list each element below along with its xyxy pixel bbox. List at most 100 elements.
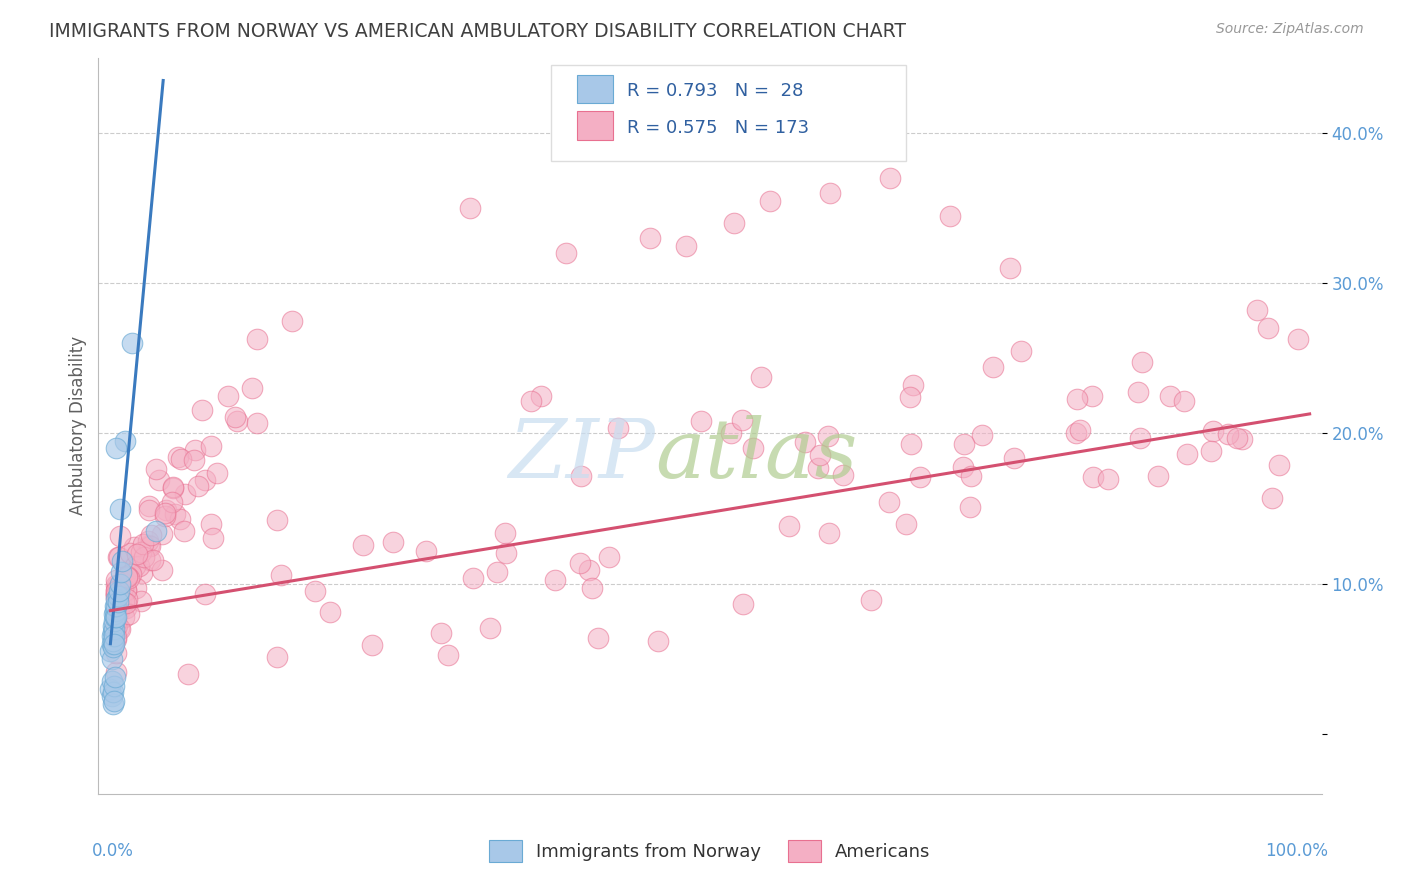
Point <box>114 577 136 591</box>
Point <box>544 574 567 588</box>
Point <box>689 413 711 427</box>
Point <box>162 480 184 494</box>
Point <box>1069 423 1091 437</box>
Point <box>148 473 170 487</box>
Point <box>105 442 128 456</box>
Text: IMMIGRANTS FROM NORWAY VS AMERICAN AMBULATORY DISABILITY CORRELATION CHART: IMMIGRANTS FROM NORWAY VS AMERICAN AMBUL… <box>49 22 907 41</box>
Point <box>114 600 136 615</box>
Point <box>1159 388 1181 402</box>
Point <box>1129 431 1152 445</box>
Point <box>138 539 160 553</box>
Point <box>246 332 269 346</box>
Point <box>959 469 981 483</box>
Point <box>155 503 177 517</box>
Point <box>101 697 124 711</box>
Point <box>105 587 128 601</box>
Point <box>1081 389 1104 403</box>
Point <box>145 524 167 538</box>
Point <box>908 470 931 484</box>
FancyBboxPatch shape <box>576 75 613 103</box>
Point <box>742 441 765 455</box>
Legend: Immigrants from Norway, Americans: Immigrants from Norway, Americans <box>482 833 938 870</box>
Point <box>107 593 129 607</box>
Point <box>115 583 138 598</box>
Point <box>105 591 128 606</box>
Point <box>129 545 152 559</box>
Point <box>141 528 163 542</box>
Point <box>108 621 131 635</box>
Point <box>104 609 127 624</box>
Point <box>118 546 141 560</box>
Point <box>200 517 222 532</box>
Point <box>124 559 146 574</box>
Point <box>131 566 153 580</box>
Point <box>105 573 128 587</box>
Point <box>104 604 127 618</box>
Point <box>111 554 134 568</box>
Point <box>225 414 247 428</box>
Point <box>108 599 131 613</box>
Point <box>998 261 1021 276</box>
Point <box>105 646 128 660</box>
Point <box>105 591 128 606</box>
Point <box>173 524 195 538</box>
Point <box>107 594 129 608</box>
Point <box>167 450 190 465</box>
Point <box>100 637 122 651</box>
Point <box>959 500 981 515</box>
Point <box>319 605 342 619</box>
Point <box>117 569 139 583</box>
Point <box>1083 470 1105 484</box>
Point <box>108 584 129 599</box>
Point <box>101 685 124 699</box>
Point <box>818 186 841 201</box>
Point <box>105 615 128 629</box>
Point <box>115 591 138 606</box>
Point <box>647 633 669 648</box>
Point <box>485 565 508 579</box>
Point <box>177 666 200 681</box>
Point <box>578 563 600 577</box>
Point <box>105 630 128 644</box>
Text: 100.0%: 100.0% <box>1265 842 1327 860</box>
Point <box>939 209 962 223</box>
Point <box>129 593 152 607</box>
Point <box>100 681 122 696</box>
Point <box>101 640 124 654</box>
Point <box>1175 447 1198 461</box>
Point <box>240 381 263 395</box>
Point <box>1286 332 1309 346</box>
Point <box>246 416 269 430</box>
Point <box>1246 303 1268 318</box>
Point <box>194 473 217 487</box>
Point <box>1010 343 1032 358</box>
Point <box>108 604 131 618</box>
Point <box>108 622 131 636</box>
Point <box>266 649 288 664</box>
Point <box>1064 426 1087 441</box>
Point <box>675 238 697 252</box>
Text: R = 0.793   N =  28: R = 0.793 N = 28 <box>627 82 803 100</box>
Point <box>114 571 136 585</box>
Point <box>128 558 150 573</box>
Point <box>105 621 128 635</box>
Point <box>1126 385 1149 400</box>
Point <box>1002 451 1025 466</box>
Point <box>127 547 149 561</box>
FancyBboxPatch shape <box>576 112 613 140</box>
Point <box>169 511 191 525</box>
Point <box>114 434 136 448</box>
Point <box>495 547 517 561</box>
Point <box>108 501 131 516</box>
Point <box>104 670 127 684</box>
Point <box>581 581 603 595</box>
Point <box>778 518 800 533</box>
Point <box>114 582 136 597</box>
Point <box>568 556 591 570</box>
Point <box>163 507 186 521</box>
Point <box>162 495 184 509</box>
Point <box>187 478 209 492</box>
Point <box>461 571 484 585</box>
Point <box>100 674 122 689</box>
Point <box>103 629 125 643</box>
